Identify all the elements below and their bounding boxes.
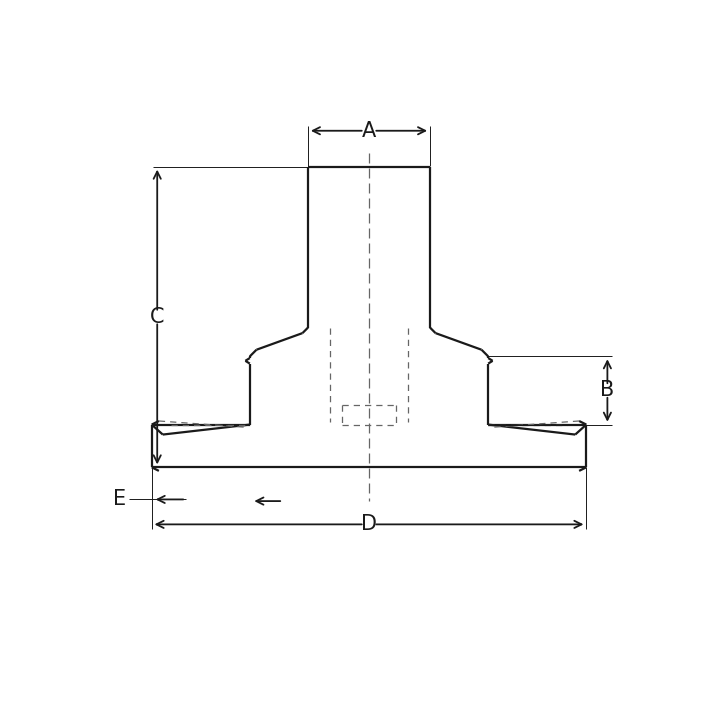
Text: A: A: [362, 121, 376, 140]
Text: C: C: [150, 307, 164, 327]
Text: E: E: [113, 490, 126, 510]
Text: D: D: [361, 514, 377, 534]
Text: B: B: [600, 380, 614, 400]
